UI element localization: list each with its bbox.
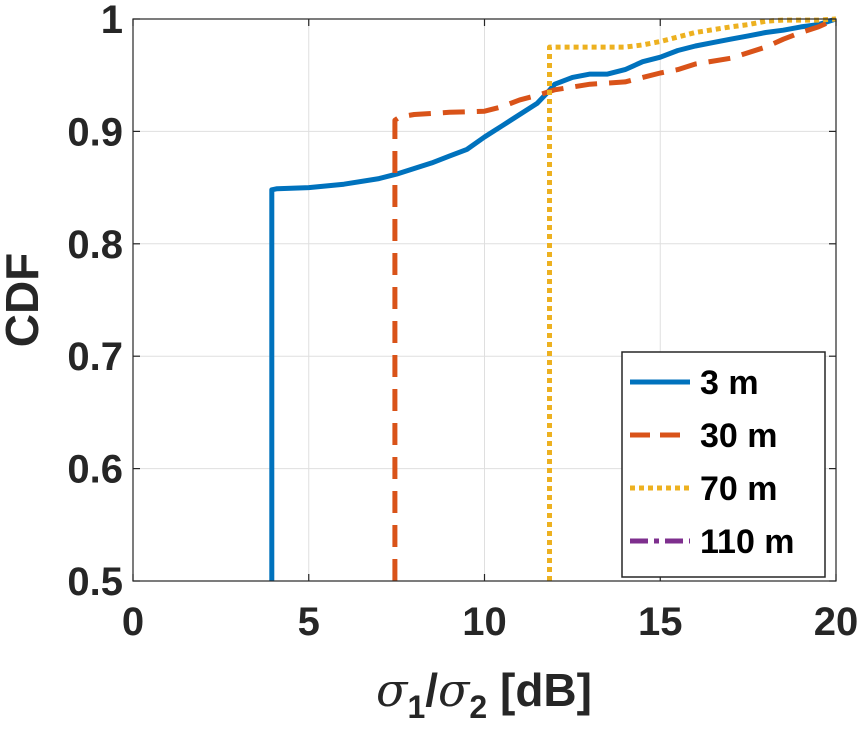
x-axis-label-unit: [dB] [487, 664, 592, 716]
y-tick-label: 0.9 [67, 110, 123, 154]
x-axis-label-slash: / [425, 664, 438, 716]
x-tick-label: 15 [638, 600, 683, 644]
x-tick-label: 10 [462, 600, 507, 644]
x-tick-label: 20 [814, 600, 859, 644]
x-tick-label: 0 [122, 600, 144, 644]
x-axis-label-sigma-2: σ [438, 663, 471, 717]
series-group [269, 16, 838, 581]
x-axis-label-sub-1: 1 [407, 689, 425, 725]
x-tick-label: 5 [298, 600, 320, 644]
y-tick-label: 0.8 [67, 223, 123, 267]
y-tick-label: 1 [101, 0, 123, 42]
x-axis-label: σ1/σ2 [dB] [376, 663, 592, 725]
y-tick-label: 0.7 [67, 335, 123, 379]
y-tick-label: 0.6 [67, 448, 123, 492]
legend-label-3: 110 m [700, 523, 795, 561]
legend-label-0: 3 m [700, 364, 759, 402]
y-tick-label: 0.5 [67, 560, 123, 604]
legend-label-1: 30 m [700, 417, 778, 455]
y-tick-labels: 0.5 0.6 0.7 0.8 0.9 1 [67, 0, 123, 604]
series-line-1 [392, 16, 838, 581]
x-axis-label-sub-2: 2 [469, 689, 487, 725]
x-tick-labels: 0 5 10 15 20 [122, 600, 858, 644]
x-axis-label-sigma-1: σ [376, 663, 409, 717]
ticks [132, 18, 837, 582]
series-line-0 [269, 16, 837, 581]
legend-label-2: 70 m [700, 470, 778, 508]
legend: 3 m 30 m 70 m 110 m [621, 351, 826, 578]
y-axis-label: CDF [0, 253, 48, 348]
